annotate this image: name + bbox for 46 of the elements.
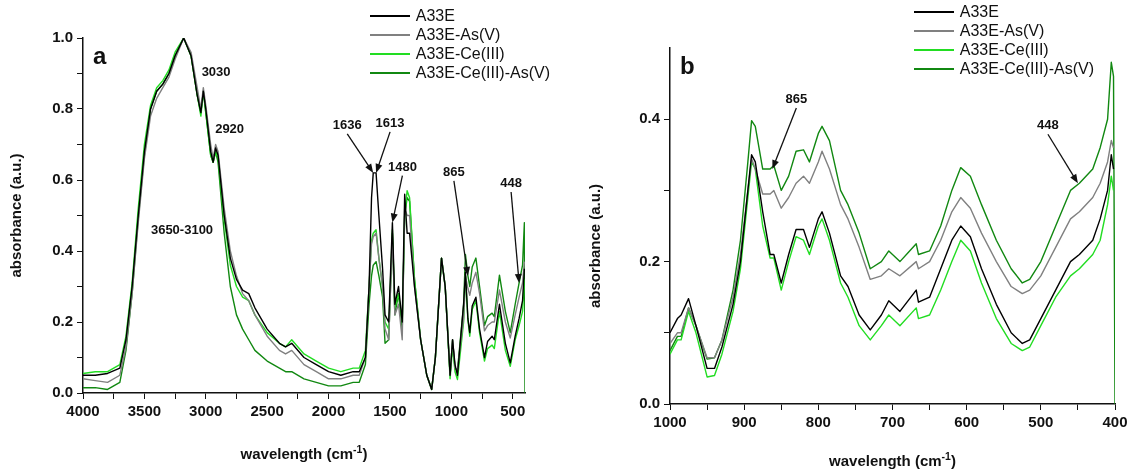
y-tick-label: 0.0	[639, 394, 660, 412]
y-axis-title: absorbance (a.u.)	[7, 153, 24, 278]
y-tick-label: 1.0	[52, 28, 73, 46]
x-tick-label: 700	[879, 413, 906, 431]
x-tick-label: 400	[1102, 413, 1128, 431]
annotation: 448	[500, 174, 522, 190]
y-tick-label: 0.6	[52, 170, 73, 188]
y-tick-label: 0.4	[52, 241, 74, 259]
x-tick-label: 900	[731, 413, 757, 431]
annotation: 2920	[215, 120, 245, 136]
x-tick-label: 1000	[653, 413, 687, 431]
annotation: 3650-3100	[150, 222, 214, 237]
x-tick-label: 2500	[250, 402, 284, 420]
y-tick-label: 0.0	[52, 383, 73, 401]
x-tick-label: 4000	[66, 402, 100, 420]
y-tick-label: 0.2	[639, 251, 660, 269]
annotation: 1636	[332, 116, 362, 132]
legend-label: A33E-Ce(III)	[415, 44, 505, 63]
legend-label: A33E-Ce(III)	[959, 40, 1049, 59]
x-tick-label: 2000	[311, 402, 346, 420]
legend-label: A33E	[415, 6, 455, 25]
x-tick-label: 600	[954, 413, 980, 431]
y-axis-title: absorbance (a.u.)	[586, 183, 603, 309]
chart-title: a	[93, 42, 107, 69]
y-tick-label: 0.8	[52, 99, 73, 117]
legend-label: A33E	[959, 2, 999, 21]
x-tick-label: 800	[805, 413, 831, 431]
x-tick-label: 1500	[373, 402, 407, 420]
legend-label: A33E-Ce(III)-As(V)	[959, 59, 1094, 78]
legend-label: A33E-Ce(III)-As(V)	[415, 63, 550, 82]
legend-label: A33E-As(V)	[959, 21, 1045, 40]
x-tick-label: 3000	[189, 402, 223, 420]
annotation: 1613	[375, 114, 405, 130]
y-tick-label: 0.4	[639, 109, 661, 127]
annotation: 448	[1037, 117, 1059, 133]
annotation: 3030	[201, 63, 231, 79]
annotation: 865	[785, 91, 808, 107]
y-tick-label: 0.2	[52, 312, 73, 330]
annotation: 1480	[387, 158, 417, 174]
chart-title: b	[680, 52, 695, 79]
annotation: 865	[443, 163, 465, 179]
x-tick-label: 1000	[434, 402, 469, 420]
x-tick-label: 500	[1028, 413, 1054, 431]
legend-label: A33E-As(V)	[415, 25, 501, 44]
x-tick-label: 500	[500, 402, 526, 420]
x-tick-label: 3500	[127, 402, 162, 420]
